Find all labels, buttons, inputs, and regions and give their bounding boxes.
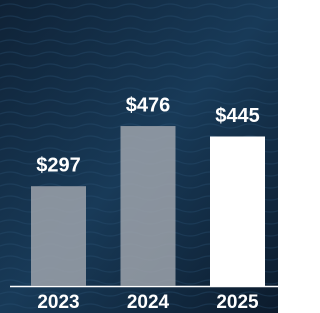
bar [210,136,265,286]
bar [121,126,176,286]
value-label: $445 [215,105,260,127]
x-tick-label: 2023 [37,292,79,313]
x-tick-label: 2024 [127,292,170,313]
value-label: $476 [126,94,171,116]
chart: $297 2023 $476 2024 $445 2025 [0,0,278,313]
x-tick-label: 2025 [216,292,259,313]
value-label: $297 [36,154,81,176]
bar [31,186,86,286]
